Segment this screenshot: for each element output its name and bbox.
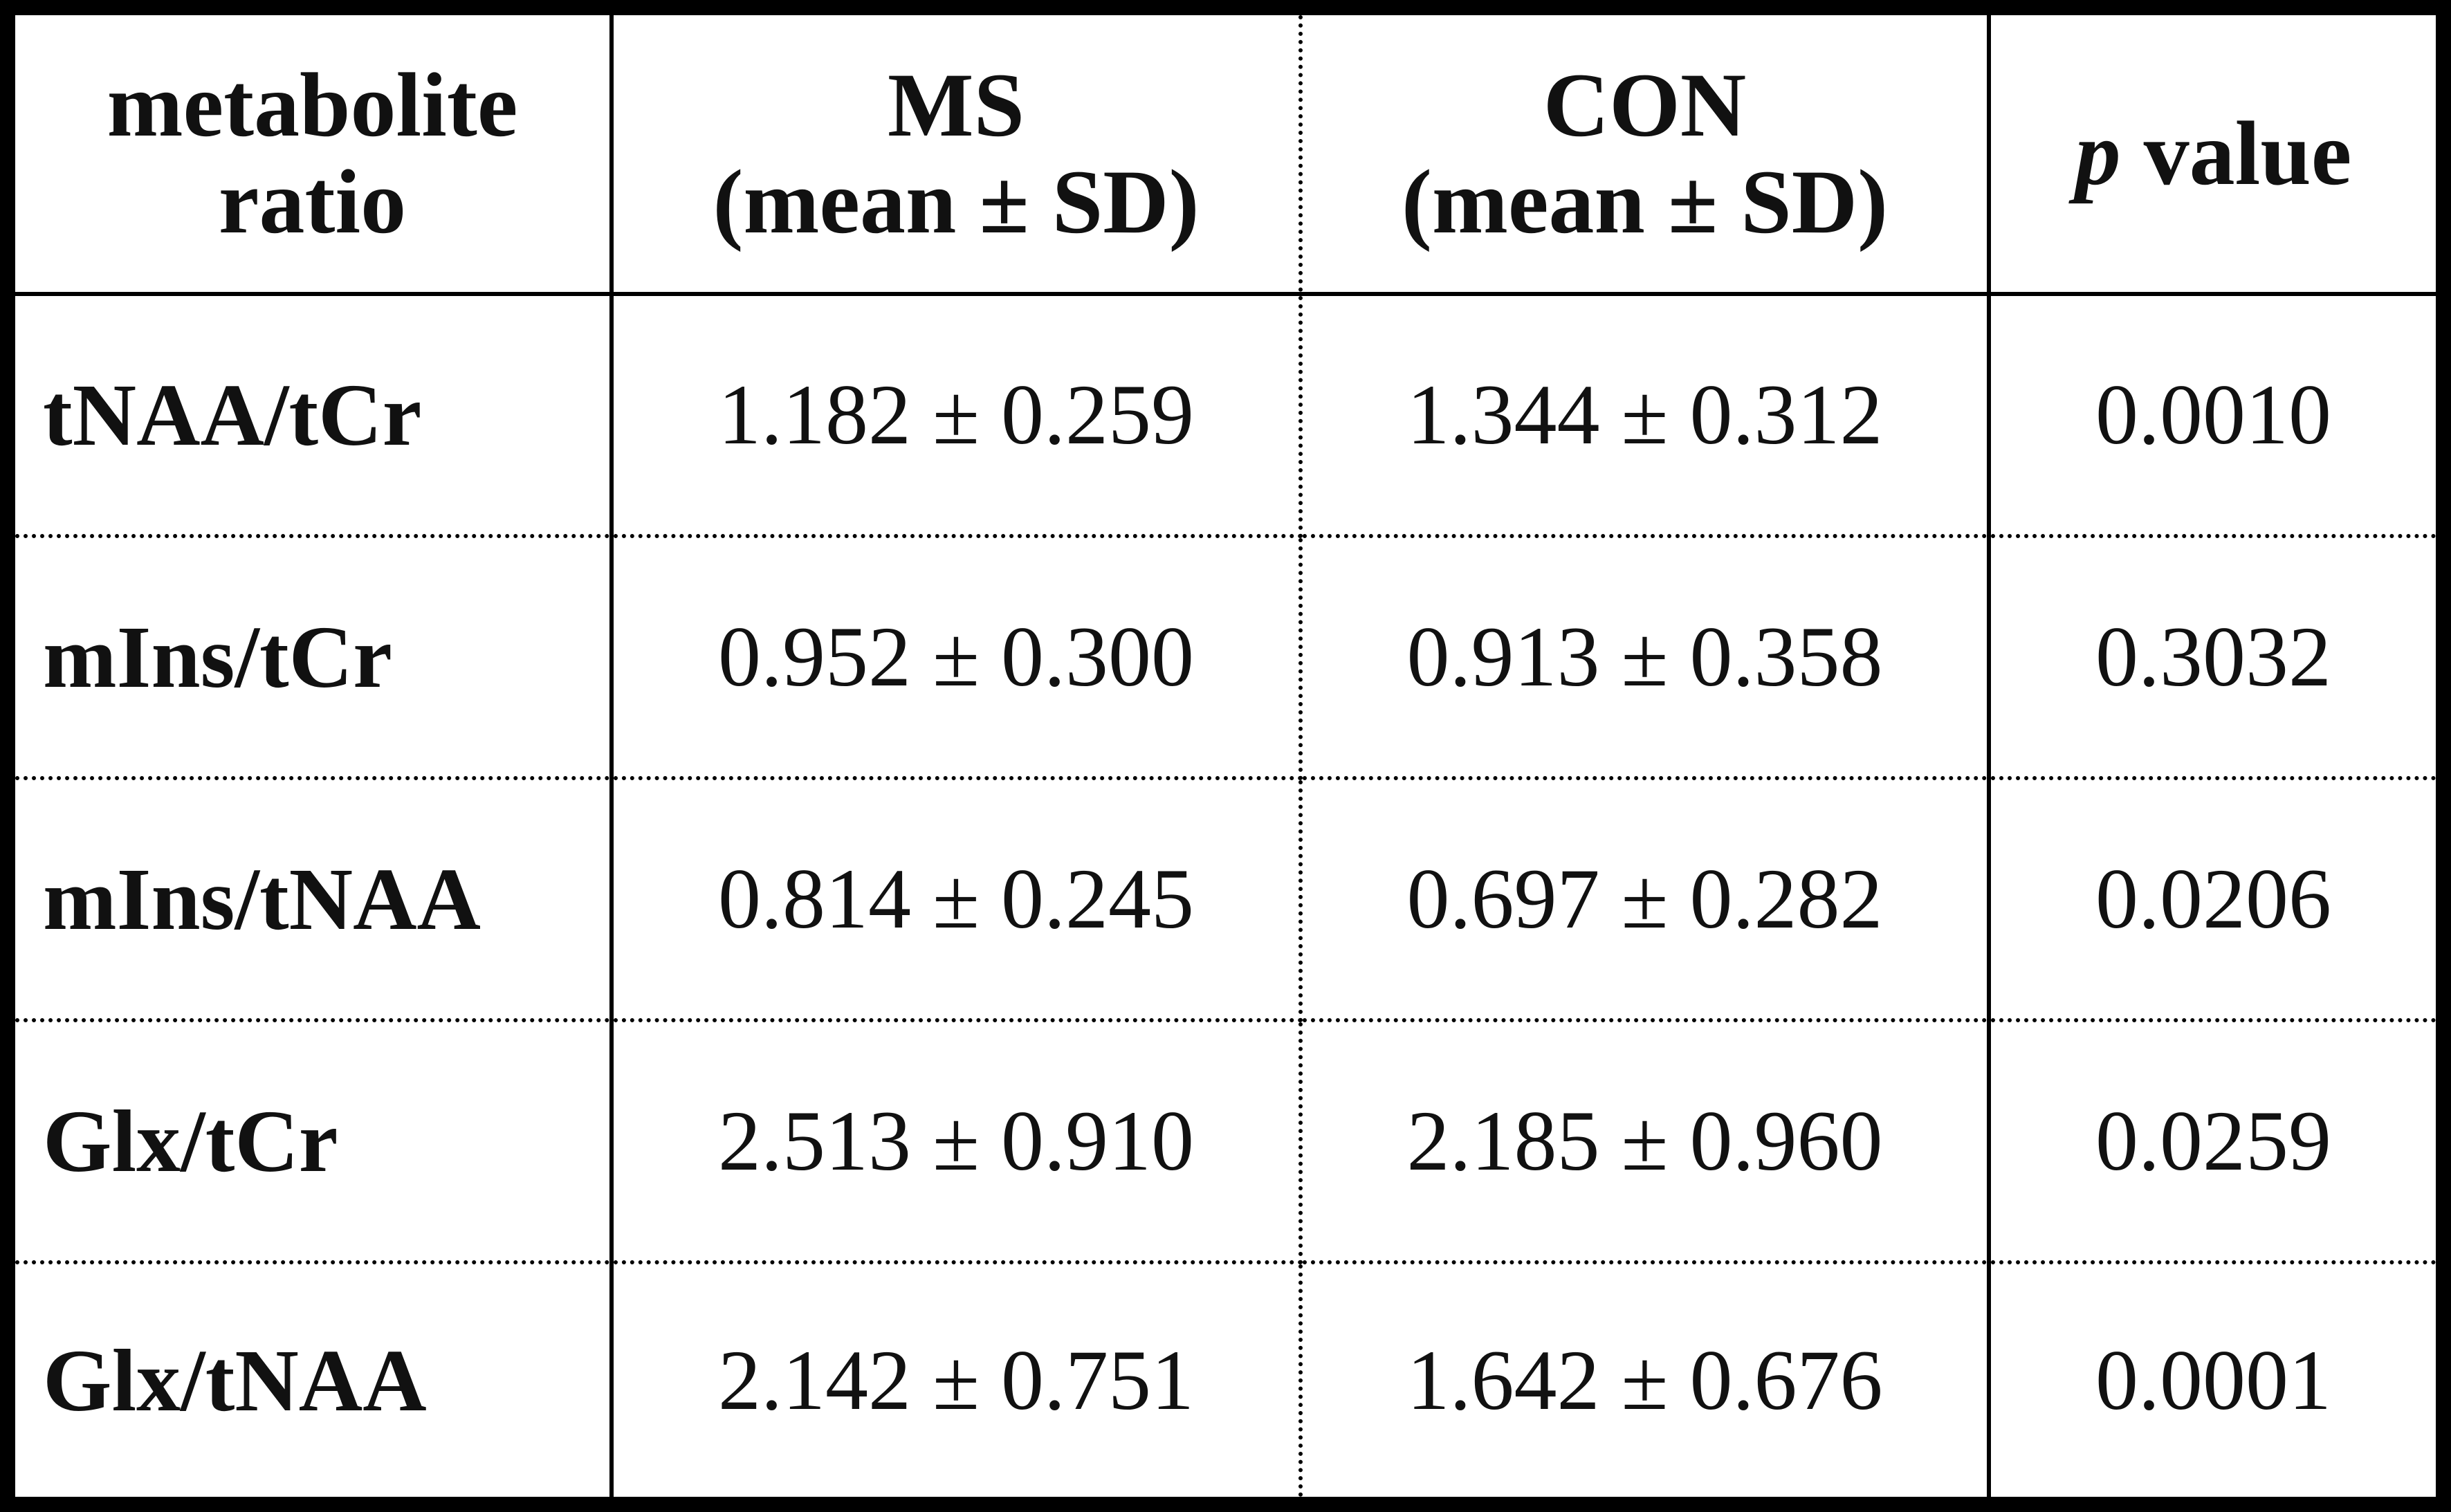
- header-row: metabolite ratio MS (mean ± SD) CON (mea…: [8, 8, 2443, 296]
- header-line: MS: [888, 54, 1025, 156]
- table-cell: 2.513 ± 0.910: [612, 1020, 1303, 1264]
- table-cell: 0.0010: [1989, 294, 2443, 538]
- table-cell: 0.3032: [1989, 536, 2443, 780]
- table-row: mIns/tCr 0.952 ± 0.300 0.913 ± 0.358 0.3032: [8, 536, 2443, 780]
- header-cell: metabolite ratio: [8, 8, 614, 296]
- header-cell: MS (mean ± SD): [612, 8, 1303, 296]
- table-cell: 1.344 ± 0.312: [1301, 294, 1991, 538]
- header-text: value: [2143, 102, 2352, 204]
- table-cell: 0.697 ± 0.282: [1301, 778, 1991, 1022]
- header-italic: p: [2075, 102, 2121, 204]
- table-cell: 0.0259: [1989, 1020, 2443, 1264]
- header-line: (mean ± SD): [713, 151, 1200, 252]
- table-row: mIns/tNAA 0.814 ± 0.245 0.697 ± 0.282 0.020…: [8, 778, 2443, 1022]
- table-cell: 1.182 ± 0.259: [612, 294, 1303, 538]
- table-cell: 0.0206: [1989, 778, 2443, 1022]
- row-label: tNAA/tCr: [8, 294, 614, 538]
- table-row: tNAA/tCr 1.182 ± 0.259 1.344 ± 0.312 0.0010: [8, 294, 2443, 538]
- header-line: (mean ± SD): [1401, 151, 1889, 252]
- row-label: Glx/tNAA: [8, 1262, 614, 1504]
- table-row: Glx/tNAA 2.142 ± 0.751 1.642 ± 0.676 0.0001: [8, 1262, 2443, 1504]
- table-cell: 1.642 ± 0.676: [1301, 1262, 1991, 1504]
- header-line: ratio: [218, 151, 407, 252]
- table-cell: 2.185 ± 0.960: [1301, 1020, 1991, 1264]
- table-cell: 0.913 ± 0.358: [1301, 536, 1991, 780]
- table-cell: 0.0001: [2095, 1333, 2331, 1428]
- table-cell: 2.142 ± 0.751: [612, 1262, 1303, 1504]
- table-header: metabolite ratio MS (mean ± SD) CON (mea…: [8, 8, 2443, 296]
- table-cell: 0.814 ± 0.245: [612, 778, 1303, 1022]
- header-cell: CON (mean ± SD): [1301, 8, 1991, 296]
- row-label: mIns/tCr: [8, 536, 614, 780]
- header-cell: p value: [1989, 8, 2443, 296]
- header-line: CON: [1543, 54, 1747, 156]
- table-row: Glx/tCr 2.513 ± 0.910 2.185 ± 0.960 0.0259: [8, 1020, 2443, 1264]
- table-cell: 0.952 ± 0.300: [612, 536, 1303, 780]
- row-label: mIns/tNAA: [8, 778, 614, 1022]
- header-line: metabolite: [107, 54, 518, 156]
- row-label: Glx/tCr: [8, 1020, 614, 1264]
- table-body: tNAA/tCr 1.182 ± 0.259 1.344 ± 0.312 0.0010…: [8, 294, 2443, 1504]
